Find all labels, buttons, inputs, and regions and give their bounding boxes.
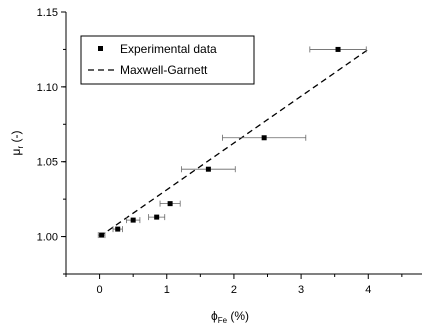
x-axis-title-sub: Fe [218, 316, 228, 325]
data-point [130, 217, 136, 223]
y-tick-label: 1.15 [37, 7, 58, 19]
data-point [154, 214, 160, 220]
x-axis-title-rest: (%) [227, 309, 249, 323]
y-tick-label: 1.00 [37, 232, 58, 244]
legend-marker-experimental [98, 46, 103, 51]
legend: Experimental data Maxwell-Garnett [80, 35, 255, 85]
x-axis-title-main: ϕ [211, 309, 218, 323]
x-axis: 0 1 2 3 4 [65, 274, 403, 296]
legend-label-experimental: Experimental data [120, 42, 217, 56]
y-tick-label: 1.10 [37, 82, 58, 94]
y-axis-title-main: μ [9, 148, 23, 155]
x-tick-label: 0 [97, 284, 103, 296]
data-point [261, 135, 267, 141]
plot-frame [65, 12, 422, 275]
y-tick-label: 1.05 [37, 157, 58, 169]
series-layer [97, 46, 369, 239]
legend-box [80, 35, 255, 85]
data-point [99, 232, 105, 238]
data-point [167, 201, 173, 207]
data-point [335, 46, 341, 52]
x-tick-label: 3 [298, 284, 304, 296]
y-axis-title-sub: r [16, 146, 25, 149]
y-axis: 1.00 1.05 1.10 1.15 [37, 7, 66, 275]
legend-label-maxwell-garnett: Maxwell-Garnett [120, 63, 208, 77]
y-axis-title: μr (-) [9, 131, 25, 156]
maxwell-garnett-line [99, 48, 369, 238]
data-point [205, 166, 211, 172]
x-tick-label: 2 [231, 284, 237, 296]
x-tick-label: 1 [164, 284, 170, 296]
x-tick-label: 4 [365, 284, 371, 296]
y-axis-title-rest: (-) [9, 131, 23, 146]
x-axis-title: ϕFe (%) [211, 309, 249, 325]
data-point [115, 226, 121, 232]
